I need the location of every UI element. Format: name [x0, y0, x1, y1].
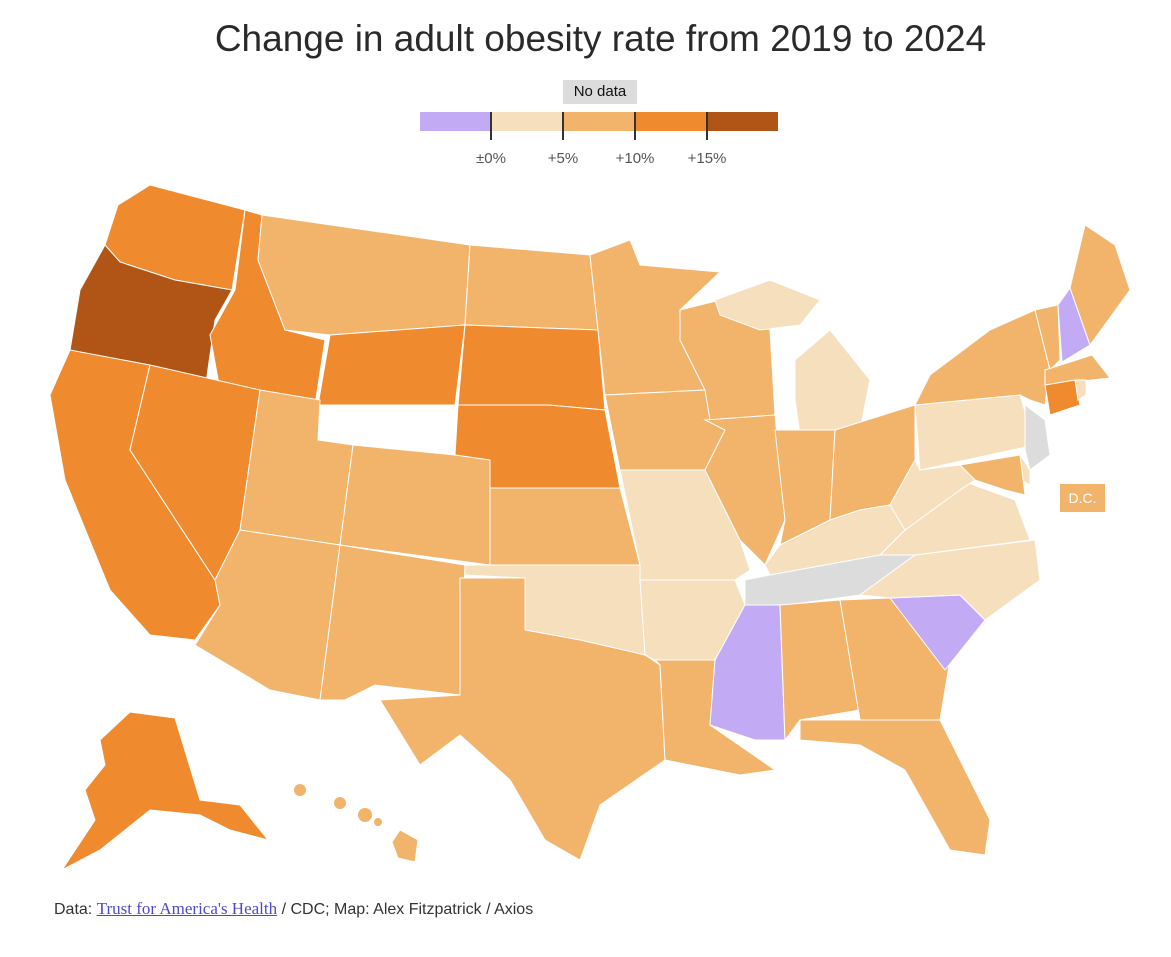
state-ND[interactable] [464, 244, 599, 331]
state-HI-island [374, 818, 382, 826]
state-WY[interactable] [317, 324, 466, 406]
state-NY[interactable] [914, 309, 1051, 406]
legend-tick [634, 112, 636, 140]
source-footer: Data: Trust for America's Health / CDC; … [54, 899, 533, 919]
source-link[interactable]: Trust for America's Health [96, 899, 278, 918]
legend-tick [706, 112, 708, 140]
state-DC-label[interactable]: D.C. [1060, 484, 1105, 512]
state-HI-island [334, 797, 346, 809]
chart-title: Change in adult obesity rate from 2019 t… [214, 18, 987, 59]
state-UT[interactable] [239, 389, 354, 546]
state-VT[interactable] [1034, 304, 1061, 371]
state-HI[interactable] [391, 829, 419, 863]
state-RI[interactable] [1074, 379, 1087, 401]
state-AK[interactable] [61, 711, 270, 871]
state-KS[interactable] [489, 487, 641, 566]
state-FL[interactable] [799, 719, 991, 856]
state-CT[interactable] [1044, 379, 1081, 416]
state-MA[interactable] [1044, 354, 1111, 386]
state-GA[interactable] [839, 597, 951, 721]
legend-swatch-5-10 [563, 112, 635, 131]
legend-swatch-0-5 [491, 112, 564, 131]
legend-no-data: No data [563, 80, 637, 104]
legend-scale [420, 112, 778, 131]
state-MT[interactable] [257, 214, 471, 336]
state-AL[interactable] [779, 599, 861, 742]
legend-tick-label: +5% [547, 150, 579, 167]
state-SD[interactable] [457, 324, 606, 411]
legend-tick [562, 112, 564, 140]
footer-prefix: Data: [54, 901, 97, 918]
state-CO[interactable] [339, 444, 491, 566]
legend-swatch-neg [420, 112, 492, 131]
state-TX[interactable] [379, 577, 666, 861]
footer-suffix: / CDC; Map: Alex Fitzpatrick / Axios [277, 901, 534, 918]
state-NJ[interactable] [1024, 404, 1051, 471]
state-HI-island [358, 808, 372, 822]
legend-tick-label: +15% [687, 150, 727, 167]
state-ME[interactable] [1069, 224, 1131, 347]
legend-swatch-10-15 [634, 112, 707, 131]
state-NM[interactable] [319, 544, 466, 701]
legend-tick-label: ±0% [476, 150, 506, 167]
state-MD[interactable] [958, 454, 1026, 496]
state-MI_UP[interactable] [714, 279, 821, 331]
state-OR[interactable] [69, 244, 233, 391]
legend-tick [490, 112, 492, 140]
legend-swatch-15+ [706, 112, 778, 131]
state-HI-island [294, 784, 306, 796]
legend-tick-label: +10% [615, 150, 655, 167]
state-MI[interactable] [794, 329, 871, 436]
